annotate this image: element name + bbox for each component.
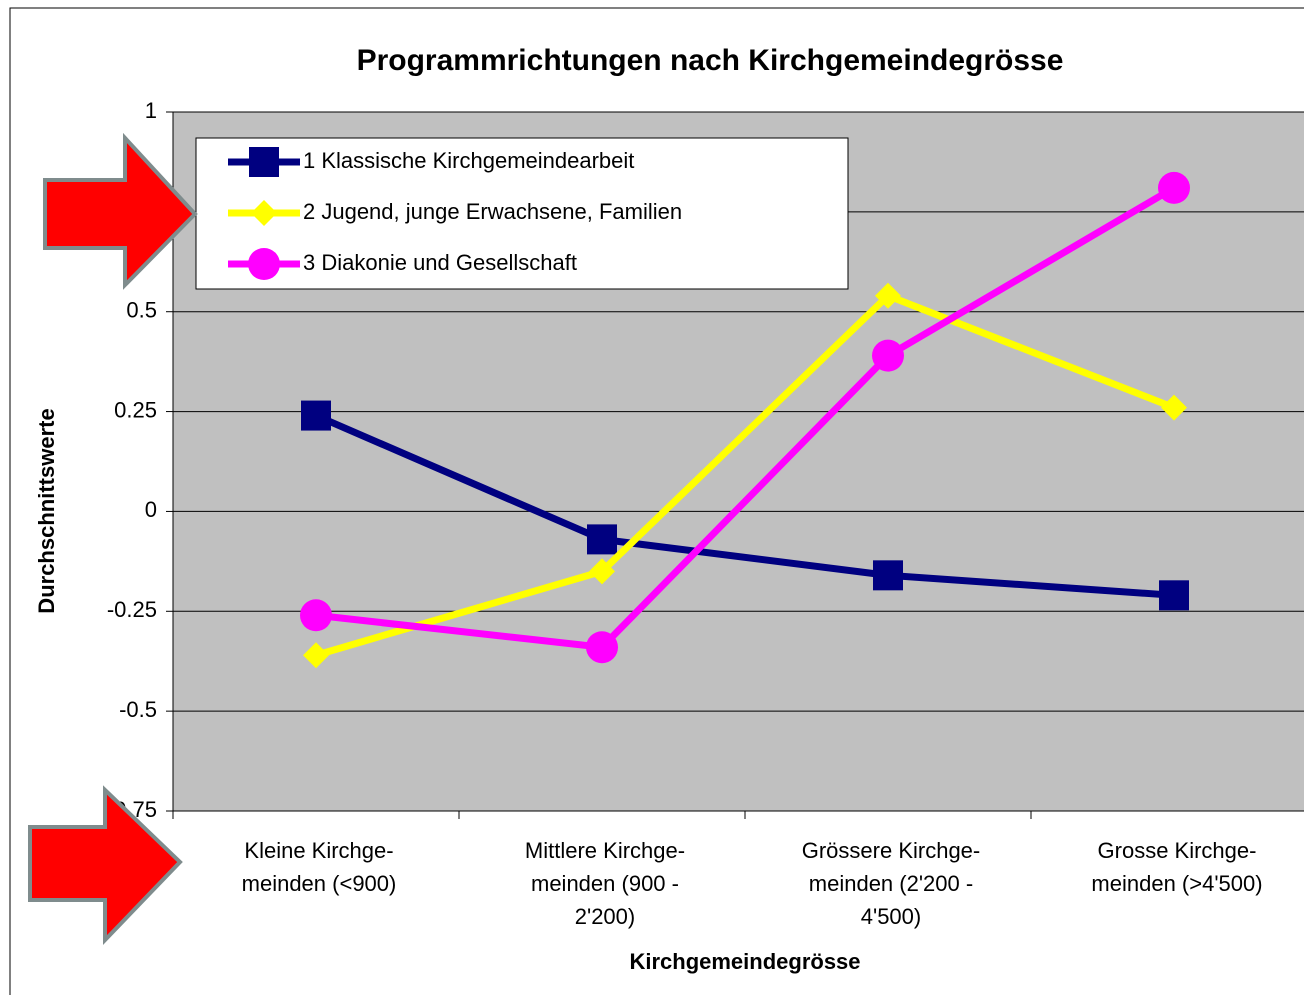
x-tick-label: Grosse Kirchge-: [1098, 838, 1257, 863]
y-tick-label: 0.5: [126, 298, 157, 323]
data-point: [303, 642, 329, 669]
series-line: [314, 412, 1175, 599]
legend-label: 1 Klassische Kirchgemeindearbeit: [303, 148, 634, 173]
y-tick-label: 1: [145, 98, 157, 123]
legend-marker: [251, 200, 277, 226]
arrow: [43, 132, 198, 290]
x-tick-label: meinden (>4'500): [1091, 871, 1262, 896]
x-axis-title: Kirchgemeindegrösse: [629, 949, 860, 974]
legend-label: 2 Jugend, junge Erwachsene, Familien: [303, 199, 682, 224]
chart-title: Programmrichtungen nach Kirchgemeindegrö…: [357, 44, 1064, 77]
y-tick-label: 0: [145, 497, 157, 522]
x-tick-label: Mittlere Kirchge-: [525, 838, 685, 863]
x-tick-label: meinden (900 -: [531, 871, 679, 896]
legend-marker: [248, 248, 280, 280]
y-tick-label: 0.25: [114, 397, 157, 422]
x-tick-label: 4'500): [861, 904, 921, 929]
data-point: [301, 400, 331, 431]
data-point: [873, 560, 903, 591]
arrow: [28, 785, 183, 945]
x-tick-label: Kleine Kirchge-: [244, 838, 393, 863]
data-point: [875, 282, 901, 309]
data-point: [872, 339, 904, 372]
data-point: [586, 631, 618, 664]
legend-marker: [249, 147, 279, 177]
legend-box: [195, 137, 849, 290]
y-axis-title: Durchschnittswerte: [34, 408, 59, 613]
y-tick-label: -0.25: [107, 597, 157, 622]
data-point: [300, 599, 332, 632]
data-point: [589, 558, 615, 585]
x-tick-label: meinden (2'200 -: [809, 871, 973, 896]
series-line: [315, 184, 1176, 651]
series-line: [315, 291, 1176, 659]
data-point: [1159, 580, 1189, 611]
data-point: [1161, 394, 1187, 421]
data-point: [1158, 171, 1190, 204]
legend-label: 3 Diakonie und Gesellschaft: [303, 250, 577, 275]
data-point: [587, 524, 617, 555]
x-tick-label: meinden (<900): [242, 871, 397, 896]
x-tick-label: 2'200): [575, 904, 635, 929]
x-tick-label: Grössere Kirchge-: [802, 838, 981, 863]
y-tick-label: -0.5: [119, 697, 157, 722]
